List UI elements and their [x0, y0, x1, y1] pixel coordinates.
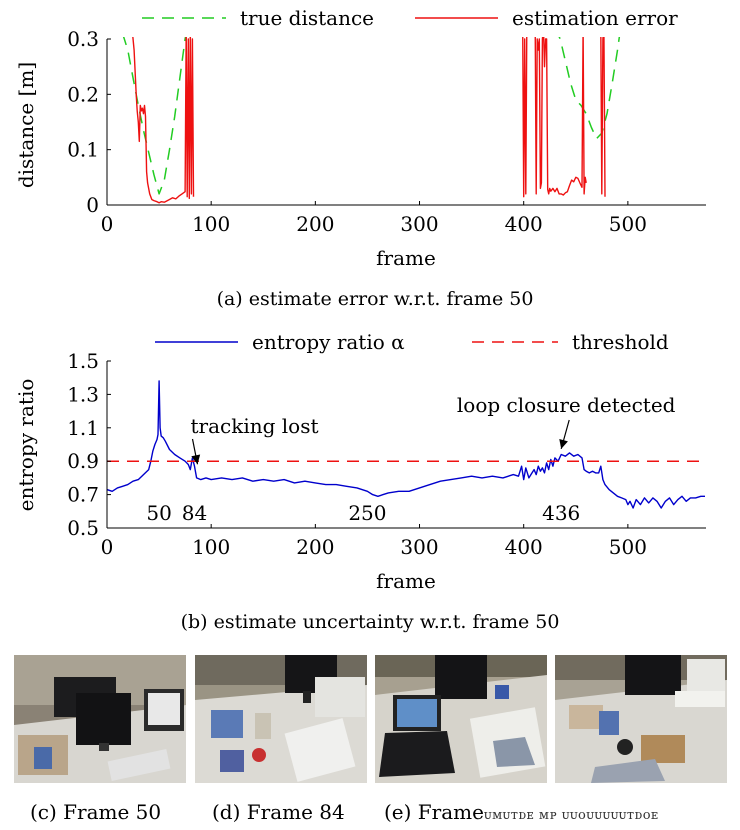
photo-4 [555, 655, 727, 783]
x-tick-label: 0 [101, 535, 114, 559]
x-tick-label: 500 [609, 535, 647, 559]
y-axis-label-a: distance [m] [14, 62, 38, 188]
chart-b: entropy ratio α threshold 0 100 200 300 400 5… [14, 330, 706, 633]
series-line-true-distance-0 [122, 37, 187, 195]
y-tick-label: 0.9 [67, 449, 99, 473]
y-tick-label: 0.1 [67, 138, 99, 162]
legend-true-distance-label: true distance [240, 6, 374, 30]
x-tick-label: 100 [192, 212, 230, 236]
legend-entropy-ratio-label: entropy ratio α [252, 330, 405, 354]
y-tick-label: 0 [86, 193, 99, 217]
caption-d: (d) Frame 84 [212, 800, 345, 824]
series-line-estimation-error-0 [132, 37, 195, 204]
plot-area-a [122, 37, 621, 204]
y-tick-label: 0.3 [67, 27, 99, 51]
series-line-estimation-error-3 [600, 37, 606, 197]
ticks-a: 0 100 200 300 400 500 0 0.1 0.2 0.3 [67, 27, 706, 236]
series-line-estimation-error-2 [534, 37, 587, 196]
y-tick-label: 1.1 [67, 416, 99, 440]
x-tick-label: 0 [101, 212, 114, 236]
annotations-b: 50 84 250 436 tracking lost loop closure dete… [146, 393, 675, 525]
annotation-loop-closure: loop closure detected [457, 393, 676, 417]
caption-b: (b) estimate uncertainty w.r.t. frame 50 [181, 611, 560, 633]
y-axis-label-b: entropy ratio [14, 379, 38, 512]
x-axis-label-a: frame [376, 246, 436, 270]
series-line-entropy-ratio--0 [107, 380, 705, 509]
x-axis-label-b: frame [376, 569, 436, 593]
arrow-tracking-lost-head [191, 454, 201, 465]
annotation-tracking-lost: tracking lost [191, 414, 319, 438]
photo-laptop [375, 655, 547, 783]
x-tick-label: 200 [296, 535, 334, 559]
x-tick-label: 400 [505, 535, 543, 559]
frame-marker-label: 84 [182, 501, 207, 525]
frame-marker-label: 50 [146, 501, 171, 525]
x-tick-label: 400 [505, 212, 543, 236]
y-tick-label: 0.2 [67, 82, 99, 106]
y-tick-label: 0.7 [67, 483, 99, 507]
caption-c: (c) Frame 50 [30, 800, 162, 824]
series-line-estimation-error-1 [522, 37, 528, 198]
frame-marker-label: 250 [348, 501, 386, 525]
x-tick-label: 500 [609, 212, 647, 236]
legend-estimation-error-label: estimation error [512, 6, 678, 30]
legend-threshold-label: threshold [572, 330, 669, 354]
caption-a: (a) estimate error w.r.t. frame 50 [217, 288, 534, 310]
series-line-true-distance-1 [558, 37, 621, 140]
chart-a: true distance estimation error 0 100 200 30… [14, 6, 706, 310]
arrow-loop-closure-head [559, 438, 568, 449]
photo-frame-84 [195, 655, 367, 783]
x-tick-label: 100 [192, 535, 230, 559]
frame-marker-label: 436 [542, 501, 580, 525]
plot-area-b [107, 380, 706, 509]
y-tick-label: 1.3 [67, 382, 99, 406]
x-tick-label: 300 [400, 535, 438, 559]
x-tick-label: 200 [296, 212, 334, 236]
ticks-b: 0 100 200 300 400 500 0.5 0.7 0.9 1.1 1.3 1.5 [67, 349, 706, 559]
photo-frame-50 [14, 655, 186, 783]
y-tick-label: 1.5 [67, 349, 99, 373]
y-tick-label: 0.5 [67, 516, 99, 540]
caption-overlap-text: ᴜᴍᴜᴛᴅᴇ ᴍᴘ ᴜᴜᴏᴜᴜᴜᴜᴜᴛᴅᴏᴇ [483, 808, 659, 823]
x-tick-label: 300 [400, 212, 438, 236]
caption-e: (e) Frameᴜᴍᴜᴛᴅᴇ ᴍᴘ ᴜᴜᴏᴜᴜᴜᴜᴜᴛᴅᴏᴇ [384, 800, 659, 824]
